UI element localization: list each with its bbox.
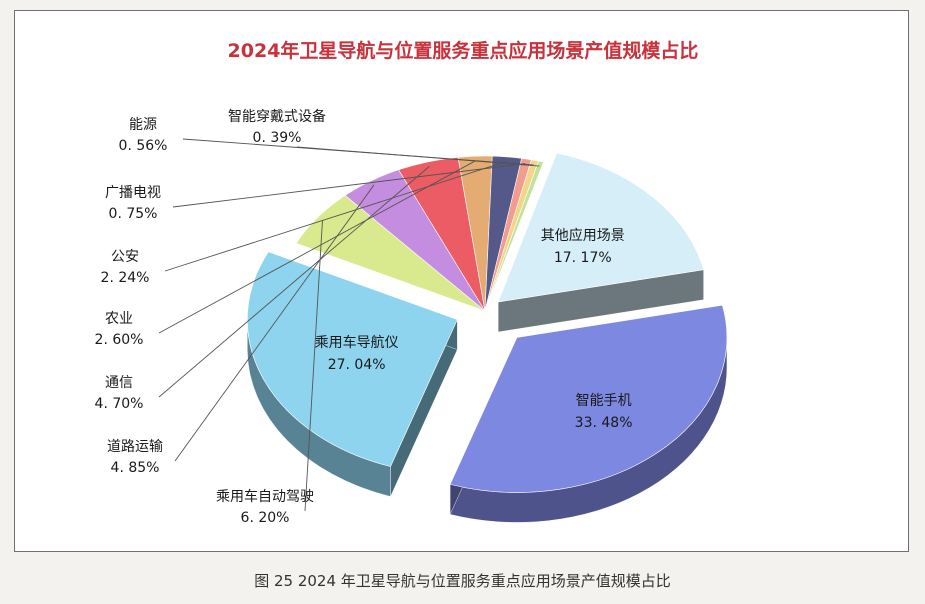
slice-label-2: 乘用车自动驾驶 6. 20% [216,488,314,526]
leader-line-7 [172,163,526,208]
leader-line-9 [296,146,540,167]
slice-name-1: 乘用车导航仪 [315,334,399,351]
slice-label-8: 能源 0. 56% [119,117,168,154]
pie-slice-10 [497,152,704,303]
slice-name-8: 能源 [129,117,157,133]
slice-label-6: 公安 2. 24% [101,249,150,286]
slice-value-7: 0. 75% [109,206,158,222]
slice-value-0: 33. 48% [575,415,633,431]
slice-value-2: 6. 20% [241,510,290,526]
slice-name-7: 广播电视 [105,185,161,201]
slice-name-2: 乘用车自动驾驶 [216,488,314,505]
slice-name-9: 智能穿戴式设备 [228,108,326,125]
slice-name-3: 道路运输 [107,439,163,455]
slice-label-0: 智能手机 33. 48% [575,393,633,431]
slice-value-10: 17. 17% [554,250,612,266]
slice-value-3: 4. 85% [111,460,160,476]
chart-title: 2024年卫星导航与位置服务重点应用场景产值规模占比 [228,39,699,62]
slice-name-4: 通信 [105,375,133,391]
leader-line-4 [158,166,430,398]
slice-label-1: 乘用车导航仪 27. 04% [315,334,399,373]
leader-line-5 [158,160,476,334]
slice-label-10: 其他应用场景 17. 17% [541,227,625,266]
pie-slice-1 [247,251,458,467]
slice-value-6: 2. 24% [101,270,150,286]
slice-label-7: 广播电视 0. 75% [105,185,161,222]
slice-name-6: 公安 [111,249,139,265]
leader-line-2 [304,220,323,512]
pie-slice-9 [484,160,544,312]
chart-frame: 2024年卫星导航与位置服务重点应用场景产值规模占比 智能手机 33. 48% 乘用… [14,10,909,552]
leader-line-6 [164,161,507,272]
slice-value-4: 4. 70% [95,396,144,412]
slice-value-9: 0. 39% [253,130,302,146]
pie-chart: 2024年卫星导航与位置服务重点应用场景产值规模占比 智能手机 33. 48% 乘用… [95,39,728,526]
slice-name-5: 农业 [105,311,133,327]
slice-label-9: 智能穿戴式设备 0. 39% [228,108,326,146]
slice-label-4: 通信 4. 70% [95,375,144,412]
slice-value-5: 2. 60% [95,332,144,348]
slice-value-1: 27. 04% [328,357,386,373]
slice-name-10: 其他应用场景 [541,227,625,244]
slice-label-5: 农业 2. 60% [95,311,144,348]
slice-name-0: 智能手机 [576,393,632,409]
pie-slice-0 [449,304,728,493]
figure-caption: 图 25 2024 年卫星导航与位置服务重点应用场景产值规模占比 [254,572,671,590]
slice-value-8: 0. 56% [119,138,168,154]
slice-label-3: 道路运输 4. 85% [107,439,163,476]
leader-line-3 [174,184,375,462]
